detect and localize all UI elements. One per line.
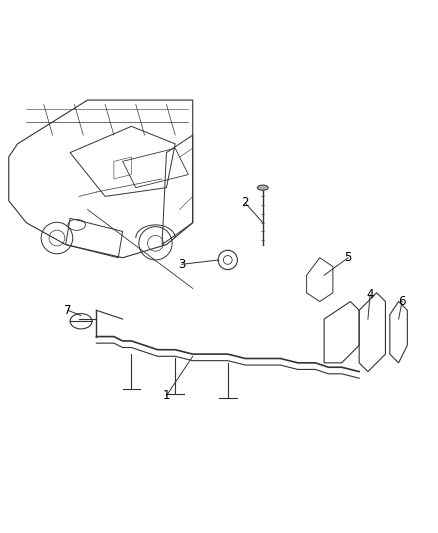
Text: 1: 1 — [162, 389, 170, 402]
Text: 2: 2 — [241, 197, 249, 209]
Text: 7: 7 — [64, 304, 72, 317]
Text: 6: 6 — [398, 295, 406, 308]
Ellipse shape — [257, 185, 268, 190]
Text: 5: 5 — [345, 251, 352, 264]
Text: 3: 3 — [178, 258, 185, 271]
Text: 4: 4 — [366, 288, 374, 302]
